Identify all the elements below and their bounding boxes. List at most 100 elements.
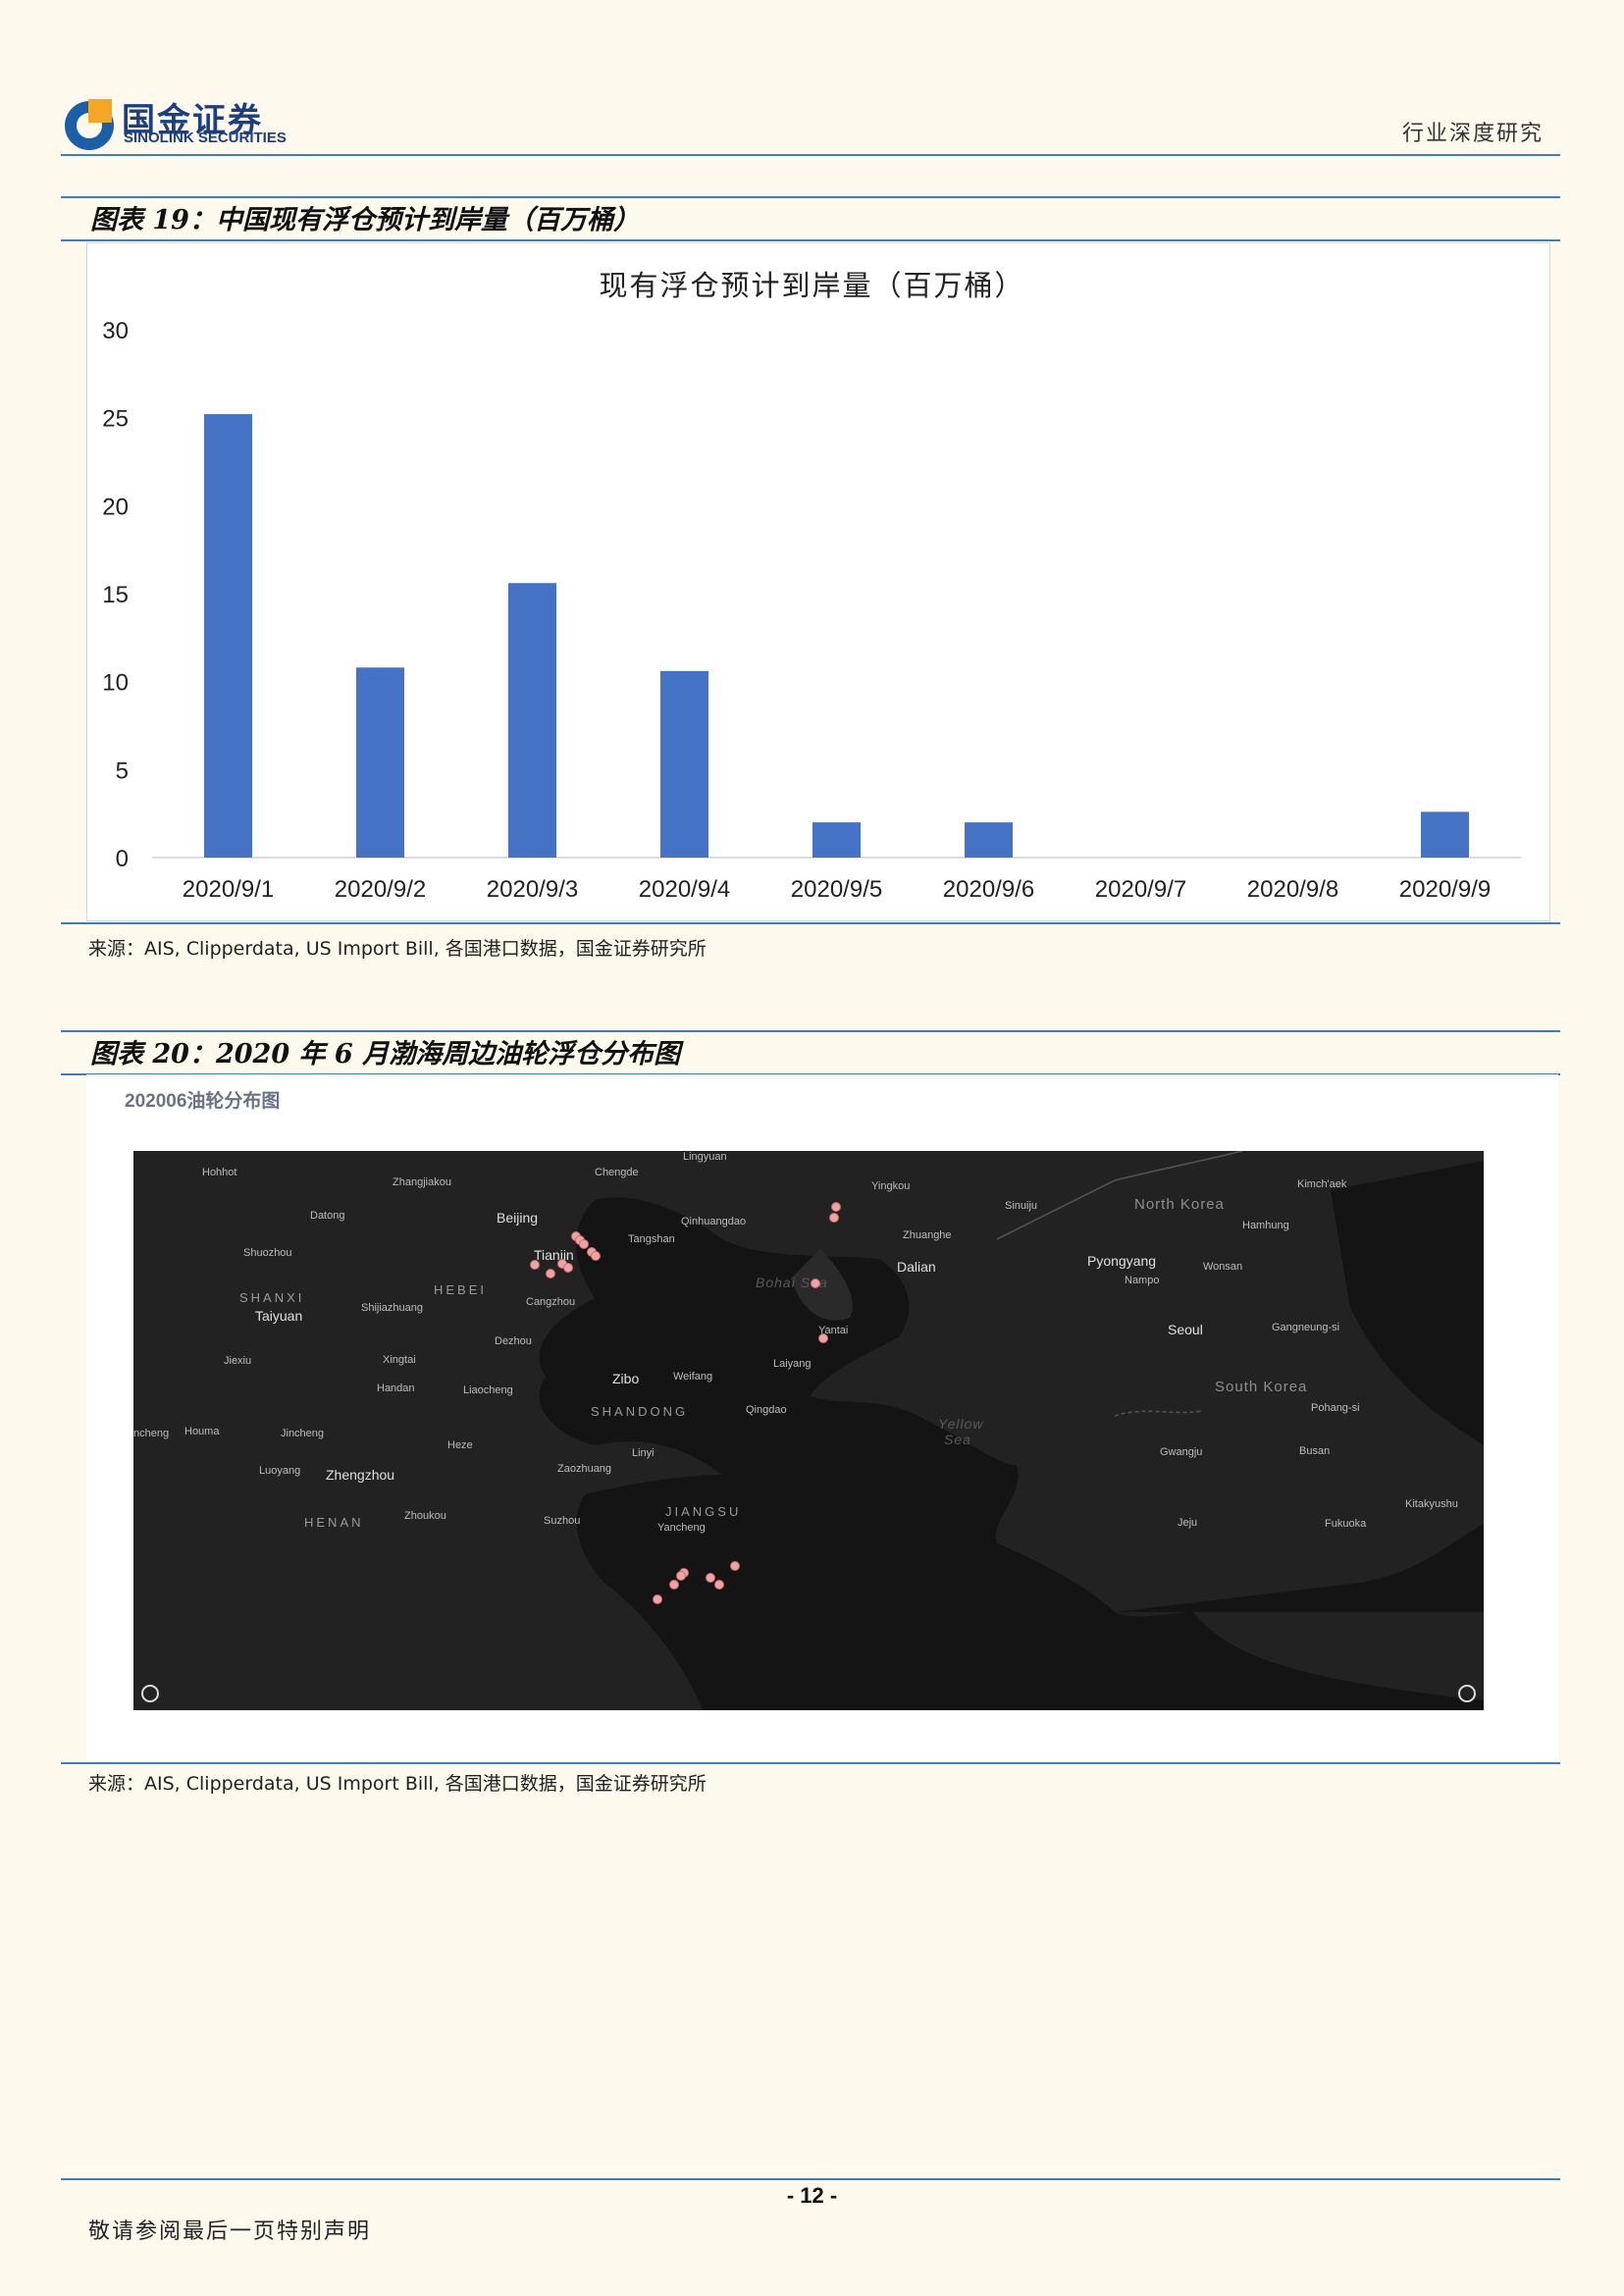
map-label: Lingyuan (683, 1151, 727, 1163)
map-label: South Korea (1215, 1379, 1308, 1395)
bar (508, 583, 556, 858)
map-label: Pyongyang (1087, 1253, 1157, 1269)
map-label: Zibo (612, 1371, 640, 1386)
map-label: Yancheng (657, 1522, 706, 1534)
map-label: Zhengzhou (326, 1467, 395, 1483)
footer-rule (61, 2178, 1560, 2180)
map-label: Cangzhou (526, 1296, 576, 1308)
map-label: Jincheng (281, 1428, 325, 1439)
map-label: Kitakyushu (1405, 1498, 1458, 1510)
figure19-source: 来源：AIS, Clipperdata, US Import Bill, 各国港… (88, 938, 707, 960)
x-tick-label: 2020/9/3 (487, 876, 578, 903)
logo-text-en: SINOLINK SECURITIES (124, 130, 287, 146)
x-tick-label: 2020/9/2 (335, 876, 426, 903)
map-label: Nampo (1125, 1275, 1160, 1286)
tanker-marker (831, 1202, 841, 1212)
map-label: HENAN (304, 1515, 364, 1530)
figure20-title: 图表 20：2020 年 6 月渤海周边油轮浮仓分布图 (90, 1039, 681, 1070)
map-label: Liaocheng (463, 1384, 513, 1396)
chart-frame (86, 242, 1550, 921)
bar (356, 667, 404, 858)
map-label: SHANDONG (591, 1404, 689, 1419)
map-label: Pohang-si (1311, 1402, 1360, 1414)
tanker-marker (653, 1594, 662, 1604)
bar (660, 670, 708, 858)
figure20-top-rule (61, 1030, 1560, 1032)
disclaimer-note: 敬请参阅最后一页特别声明 (88, 2219, 372, 2244)
figure19-title: 图表 19：中国现有浮仓预计到岸量（百万桶） (90, 205, 640, 235)
map-label: Dalian (897, 1259, 936, 1275)
y-tick-label: 30 (102, 318, 129, 344)
bar (965, 822, 1013, 858)
map-label: Qingdao (746, 1404, 787, 1416)
y-tick-label: 20 (102, 494, 129, 520)
map-label: Heze (447, 1439, 473, 1451)
tanker-marker (530, 1260, 540, 1270)
tanker-marker (811, 1278, 820, 1288)
map-label: Qinhuangdao (681, 1216, 747, 1227)
map-title: 202006油轮分布图 (125, 1091, 281, 1112)
x-tick-label: 2020/9/9 (1399, 876, 1491, 903)
map-label: Linyi (632, 1447, 655, 1459)
map-label: Yellow (938, 1416, 984, 1432)
map-label: SHANXI (239, 1290, 305, 1305)
y-tick-label: 25 (102, 406, 129, 433)
figure19-bottom-rule (61, 922, 1560, 924)
tanker-marker (829, 1213, 839, 1223)
map-label: Tianjin (534, 1247, 574, 1263)
figure19-top-rule (61, 196, 1560, 198)
tanker-marker (579, 1239, 589, 1249)
tanker-marker (706, 1573, 715, 1583)
tanker-marker (676, 1571, 686, 1581)
map-label: Zaozhuang (557, 1463, 612, 1475)
map-label: Taiyuan (255, 1308, 303, 1324)
map-label: Sea (944, 1432, 971, 1447)
map-label: Zhangjiakou (393, 1176, 451, 1188)
x-tick-label: 2020/9/7 (1095, 876, 1186, 903)
map-label: Handan (377, 1383, 415, 1394)
map-label: Dezhou (495, 1335, 532, 1347)
map-label: Zhoukou (404, 1510, 446, 1522)
map-label: Beijing (497, 1210, 539, 1226)
map-label: Busan (1299, 1445, 1331, 1457)
x-tick-label: 2020/9/1 (183, 876, 274, 903)
tanker-marker (818, 1333, 828, 1343)
map-label: Chengde (595, 1167, 639, 1178)
map-label: Jeju (1178, 1517, 1198, 1529)
bar (812, 822, 861, 858)
map-label: Yingkou (871, 1180, 911, 1192)
map-label: Hamhung (1242, 1220, 1289, 1231)
page-number: - 12 - (786, 2183, 838, 2208)
bar (1421, 811, 1469, 858)
map-label: Luoyang (259, 1465, 301, 1477)
map-label: Tangshan (628, 1233, 675, 1245)
bar (204, 414, 252, 858)
y-tick-label: 15 (102, 582, 129, 608)
x-tick-label: 2020/9/5 (791, 876, 882, 903)
figure20-title-rule (61, 1073, 1560, 1075)
bar-chart: 0 5 10 15 20 25 30 2020/9/1 2020/9/2 2020/9/3 2020… (102, 318, 1521, 903)
tanker-marker (563, 1263, 573, 1273)
map-label: ncheng (133, 1428, 170, 1439)
map-label: Suzhou (544, 1515, 581, 1527)
map-logo-icon (141, 1685, 159, 1702)
tanker-marker (669, 1580, 679, 1590)
map-info-icon[interactable] (1458, 1685, 1476, 1702)
figure20-source: 来源：AIS, Clipperdata, US Import Bill, 各国港… (88, 1773, 707, 1795)
map-label: Shuozhou (243, 1247, 292, 1259)
map-label: Shijiazhuang (361, 1302, 423, 1314)
tanker-marker (591, 1251, 601, 1261)
map-label: HEBEI (434, 1282, 488, 1297)
map-label: JIANGSU (665, 1504, 742, 1519)
figure20-bottom-rule (61, 1762, 1560, 1764)
map-label: Hohhot (202, 1167, 237, 1178)
sinolink-logo-icon (65, 99, 114, 150)
map-label: Kimch'aek (1297, 1178, 1347, 1190)
map-label: Xingtai (383, 1354, 416, 1366)
map-label: Jiexiu (224, 1355, 252, 1367)
map-label: Datong (310, 1210, 345, 1222)
map-label: Sinuiju (1005, 1200, 1038, 1212)
figure19-title-rule (61, 239, 1560, 241)
x-tick-label: 2020/9/6 (943, 876, 1034, 903)
map-label: Gangneung-si (1272, 1322, 1340, 1333)
